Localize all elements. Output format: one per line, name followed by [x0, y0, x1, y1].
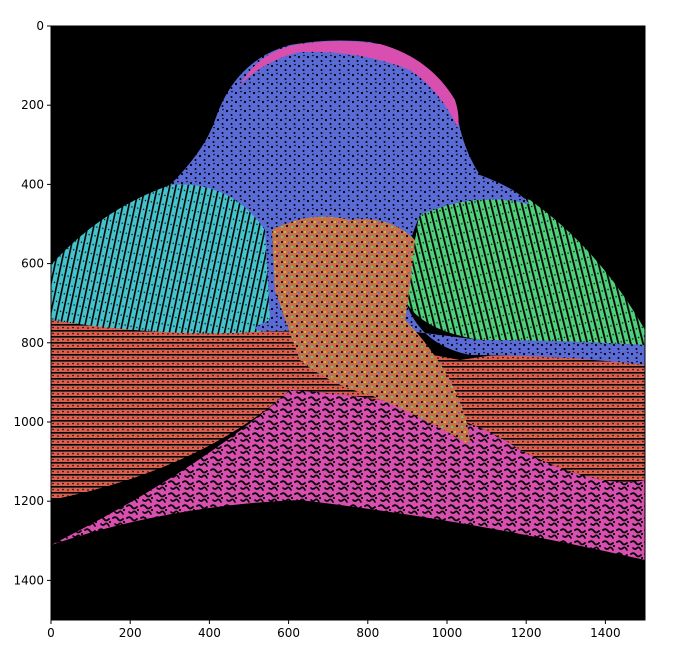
- y-tick-label: 400: [21, 177, 44, 191]
- x-tick-label: 400: [198, 626, 221, 640]
- image-content: [51, 40, 645, 560]
- region-mixed-center: [272, 216, 470, 445]
- x-tick-label: 600: [277, 626, 300, 640]
- x-tick-label: 0: [47, 626, 55, 640]
- region-cyan: [51, 181, 280, 334]
- x-tick-label: 1200: [511, 626, 542, 640]
- region-magenta-rim: [240, 41, 459, 128]
- plot-frame: [50, 25, 646, 621]
- x-tick-label: 1000: [432, 626, 463, 640]
- x-axis: 0 200 400 600 800 1000 1200 1400: [47, 620, 621, 640]
- y-tick-label: 200: [21, 98, 44, 112]
- y-tick-label: 600: [21, 257, 44, 271]
- y-tick-label: 1400: [13, 573, 44, 587]
- x-tick-label: 1400: [590, 626, 621, 640]
- y-tick-label: 1000: [13, 415, 44, 429]
- y-tick-label: 1200: [13, 494, 44, 508]
- y-tick-label: 0: [36, 19, 44, 33]
- y-axis: 0 200 400 600 800 1000 1200 1400: [13, 19, 51, 587]
- region-magenta: [51, 390, 645, 560]
- x-tick-label: 800: [356, 626, 379, 640]
- region-green: [405, 194, 645, 350]
- y-tick-label: 800: [21, 336, 44, 350]
- region-red: [51, 320, 645, 500]
- x-tick-label: 200: [119, 626, 142, 640]
